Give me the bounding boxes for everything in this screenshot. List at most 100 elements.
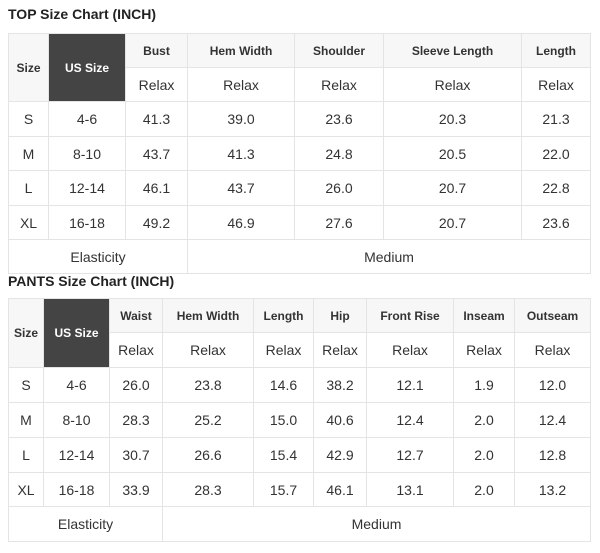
measurement-cell: 23.6 bbox=[294, 101, 384, 137]
fit-label: Relax bbox=[514, 332, 591, 368]
fit-label: Relax bbox=[453, 332, 515, 368]
measurement-cell: 23.6 bbox=[521, 205, 591, 240]
measurement-cell: 13.1 bbox=[366, 472, 454, 507]
fit-label: Relax bbox=[294, 67, 384, 102]
column-header: Bust bbox=[125, 33, 188, 68]
column-header: Hem Width bbox=[187, 33, 295, 68]
size-cell: M bbox=[8, 402, 44, 438]
size-cell: S bbox=[8, 101, 49, 137]
measurement-cell: 2.0 bbox=[453, 472, 515, 507]
table-row: Elasticity Medium bbox=[8, 506, 591, 542]
column-header: Shoulder bbox=[294, 33, 384, 68]
measurement-cell: 43.7 bbox=[187, 170, 295, 206]
table-row: M 8-10 28.3 25.2 15.0 40.6 12.4 2.0 12.4 bbox=[8, 402, 591, 438]
measurement-cell: 26.0 bbox=[109, 367, 163, 403]
table-row: Size US Size Bust Hem Width Shoulder Sleeve L… bbox=[8, 33, 591, 102]
measurement-cell: 15.4 bbox=[253, 437, 314, 473]
measurement-cell: 42.9 bbox=[313, 437, 367, 473]
us-size-cell: 8-10 bbox=[48, 136, 126, 171]
size-header: Size bbox=[8, 33, 49, 102]
column-header: Length bbox=[521, 33, 591, 68]
table-row: L 12-14 46.1 43.7 26.0 20.7 22.8 bbox=[8, 170, 591, 206]
elasticity-value: Medium bbox=[187, 239, 591, 274]
table-row: Size US Size Waist Hem Width Length Hip Front … bbox=[8, 298, 591, 368]
measurement-cell: 33.9 bbox=[109, 472, 163, 507]
measurement-cell: 40.6 bbox=[313, 402, 367, 438]
fit-label: Relax bbox=[313, 332, 367, 368]
measurement-cell: 26.0 bbox=[294, 170, 384, 206]
table-row: Elasticity Medium bbox=[8, 239, 591, 274]
measurement-cell: 49.2 bbox=[125, 205, 188, 240]
size-cell: L bbox=[8, 170, 49, 206]
column-header: Length bbox=[253, 298, 314, 333]
measurement-cell: 15.0 bbox=[253, 402, 314, 438]
us-size-cell: 12-14 bbox=[43, 437, 110, 473]
measurement-cell: 39.0 bbox=[187, 101, 295, 137]
measurement-cell: 25.2 bbox=[162, 402, 254, 438]
measurement-cell: 14.6 bbox=[253, 367, 314, 403]
measurement-cell: 20.7 bbox=[383, 205, 522, 240]
table-row: XL 16-18 49.2 46.9 27.6 20.7 23.6 bbox=[8, 205, 591, 240]
pants-size-table: Size US Size Waist Hem Width Length Hip Front … bbox=[8, 298, 591, 542]
table-row: Relax Relax Relax Relax Relax Relax Relax bbox=[9, 332, 591, 368]
elasticity-label: Elasticity bbox=[8, 506, 163, 542]
us-size-cell: 4-6 bbox=[48, 101, 126, 137]
measurement-cell: 38.2 bbox=[313, 367, 367, 403]
measurement-cell: 28.3 bbox=[109, 402, 163, 438]
measurement-cell: 12.4 bbox=[514, 402, 591, 438]
pants-chart-title: PANTS Size Chart (INCH) bbox=[8, 273, 175, 289]
measurement-cell: 21.3 bbox=[521, 101, 591, 137]
fit-label: Relax bbox=[125, 67, 188, 102]
measurement-cell: 1.9 bbox=[453, 367, 515, 403]
table-row: S 4-6 41.3 39.0 23.6 20.3 21.3 bbox=[8, 101, 591, 137]
size-cell: S bbox=[8, 367, 44, 403]
fit-label: Relax bbox=[366, 332, 454, 368]
column-header: Hem Width bbox=[162, 298, 254, 333]
elasticity-value: Medium bbox=[162, 506, 591, 542]
measurement-cell: 20.7 bbox=[383, 170, 522, 206]
fit-label: Relax bbox=[187, 67, 295, 102]
us-size-cell: 4-6 bbox=[43, 367, 110, 403]
column-header: Hip bbox=[313, 298, 367, 333]
measurement-cell: 20.5 bbox=[383, 136, 522, 171]
table-row: XL 16-18 33.9 28.3 15.7 46.1 13.1 2.0 13.2 bbox=[8, 472, 591, 507]
us-size-cell: 12-14 bbox=[48, 170, 126, 206]
measurement-cell: 15.7 bbox=[253, 472, 314, 507]
fit-label: Relax bbox=[521, 67, 591, 102]
size-cell: M bbox=[8, 136, 49, 171]
measurement-cell: 22.0 bbox=[521, 136, 591, 171]
measurement-cell: 2.0 bbox=[453, 437, 515, 473]
top-size-table: Size US Size Bust Hem Width Shoulder Sleeve L… bbox=[8, 33, 591, 274]
measurement-cell: 41.3 bbox=[125, 101, 188, 137]
measurement-cell: 12.7 bbox=[366, 437, 454, 473]
measurement-cell: 46.1 bbox=[313, 472, 367, 507]
measurement-cell: 41.3 bbox=[187, 136, 295, 171]
measurement-cell: 46.1 bbox=[125, 170, 188, 206]
measurement-cell: 30.7 bbox=[109, 437, 163, 473]
column-header: Inseam bbox=[453, 298, 515, 333]
size-cell: L bbox=[8, 437, 44, 473]
fit-label: Relax bbox=[253, 332, 314, 368]
measurement-cell: 12.1 bbox=[366, 367, 454, 403]
measurement-cell: 2.0 bbox=[453, 402, 515, 438]
measurement-cell: 12.8 bbox=[514, 437, 591, 473]
top-chart-title: TOP Size Chart (INCH) bbox=[8, 6, 157, 22]
us-size-cell: 16-18 bbox=[48, 205, 126, 240]
measurement-cell: 46.9 bbox=[187, 205, 295, 240]
size-cell: XL bbox=[8, 472, 44, 507]
us-size-header: US Size bbox=[48, 33, 126, 102]
measurement-cell: 12.4 bbox=[366, 402, 454, 438]
measurement-cell: 13.2 bbox=[514, 472, 591, 507]
measurement-cell: 26.6 bbox=[162, 437, 254, 473]
measurement-cell: 24.8 bbox=[294, 136, 384, 171]
measurement-cell: 43.7 bbox=[125, 136, 188, 171]
fit-label: Relax bbox=[109, 332, 163, 368]
column-header: Sleeve Length bbox=[383, 33, 522, 68]
fit-label: Relax bbox=[162, 332, 254, 368]
table-row: L 12-14 30.7 26.6 15.4 42.9 12.7 2.0 12.8 bbox=[8, 437, 591, 473]
us-size-cell: 8-10 bbox=[43, 402, 110, 438]
us-size-cell: 16-18 bbox=[43, 472, 110, 507]
us-size-header: US Size bbox=[43, 298, 110, 368]
size-cell: XL bbox=[8, 205, 49, 240]
measurement-cell: 27.6 bbox=[294, 205, 384, 240]
